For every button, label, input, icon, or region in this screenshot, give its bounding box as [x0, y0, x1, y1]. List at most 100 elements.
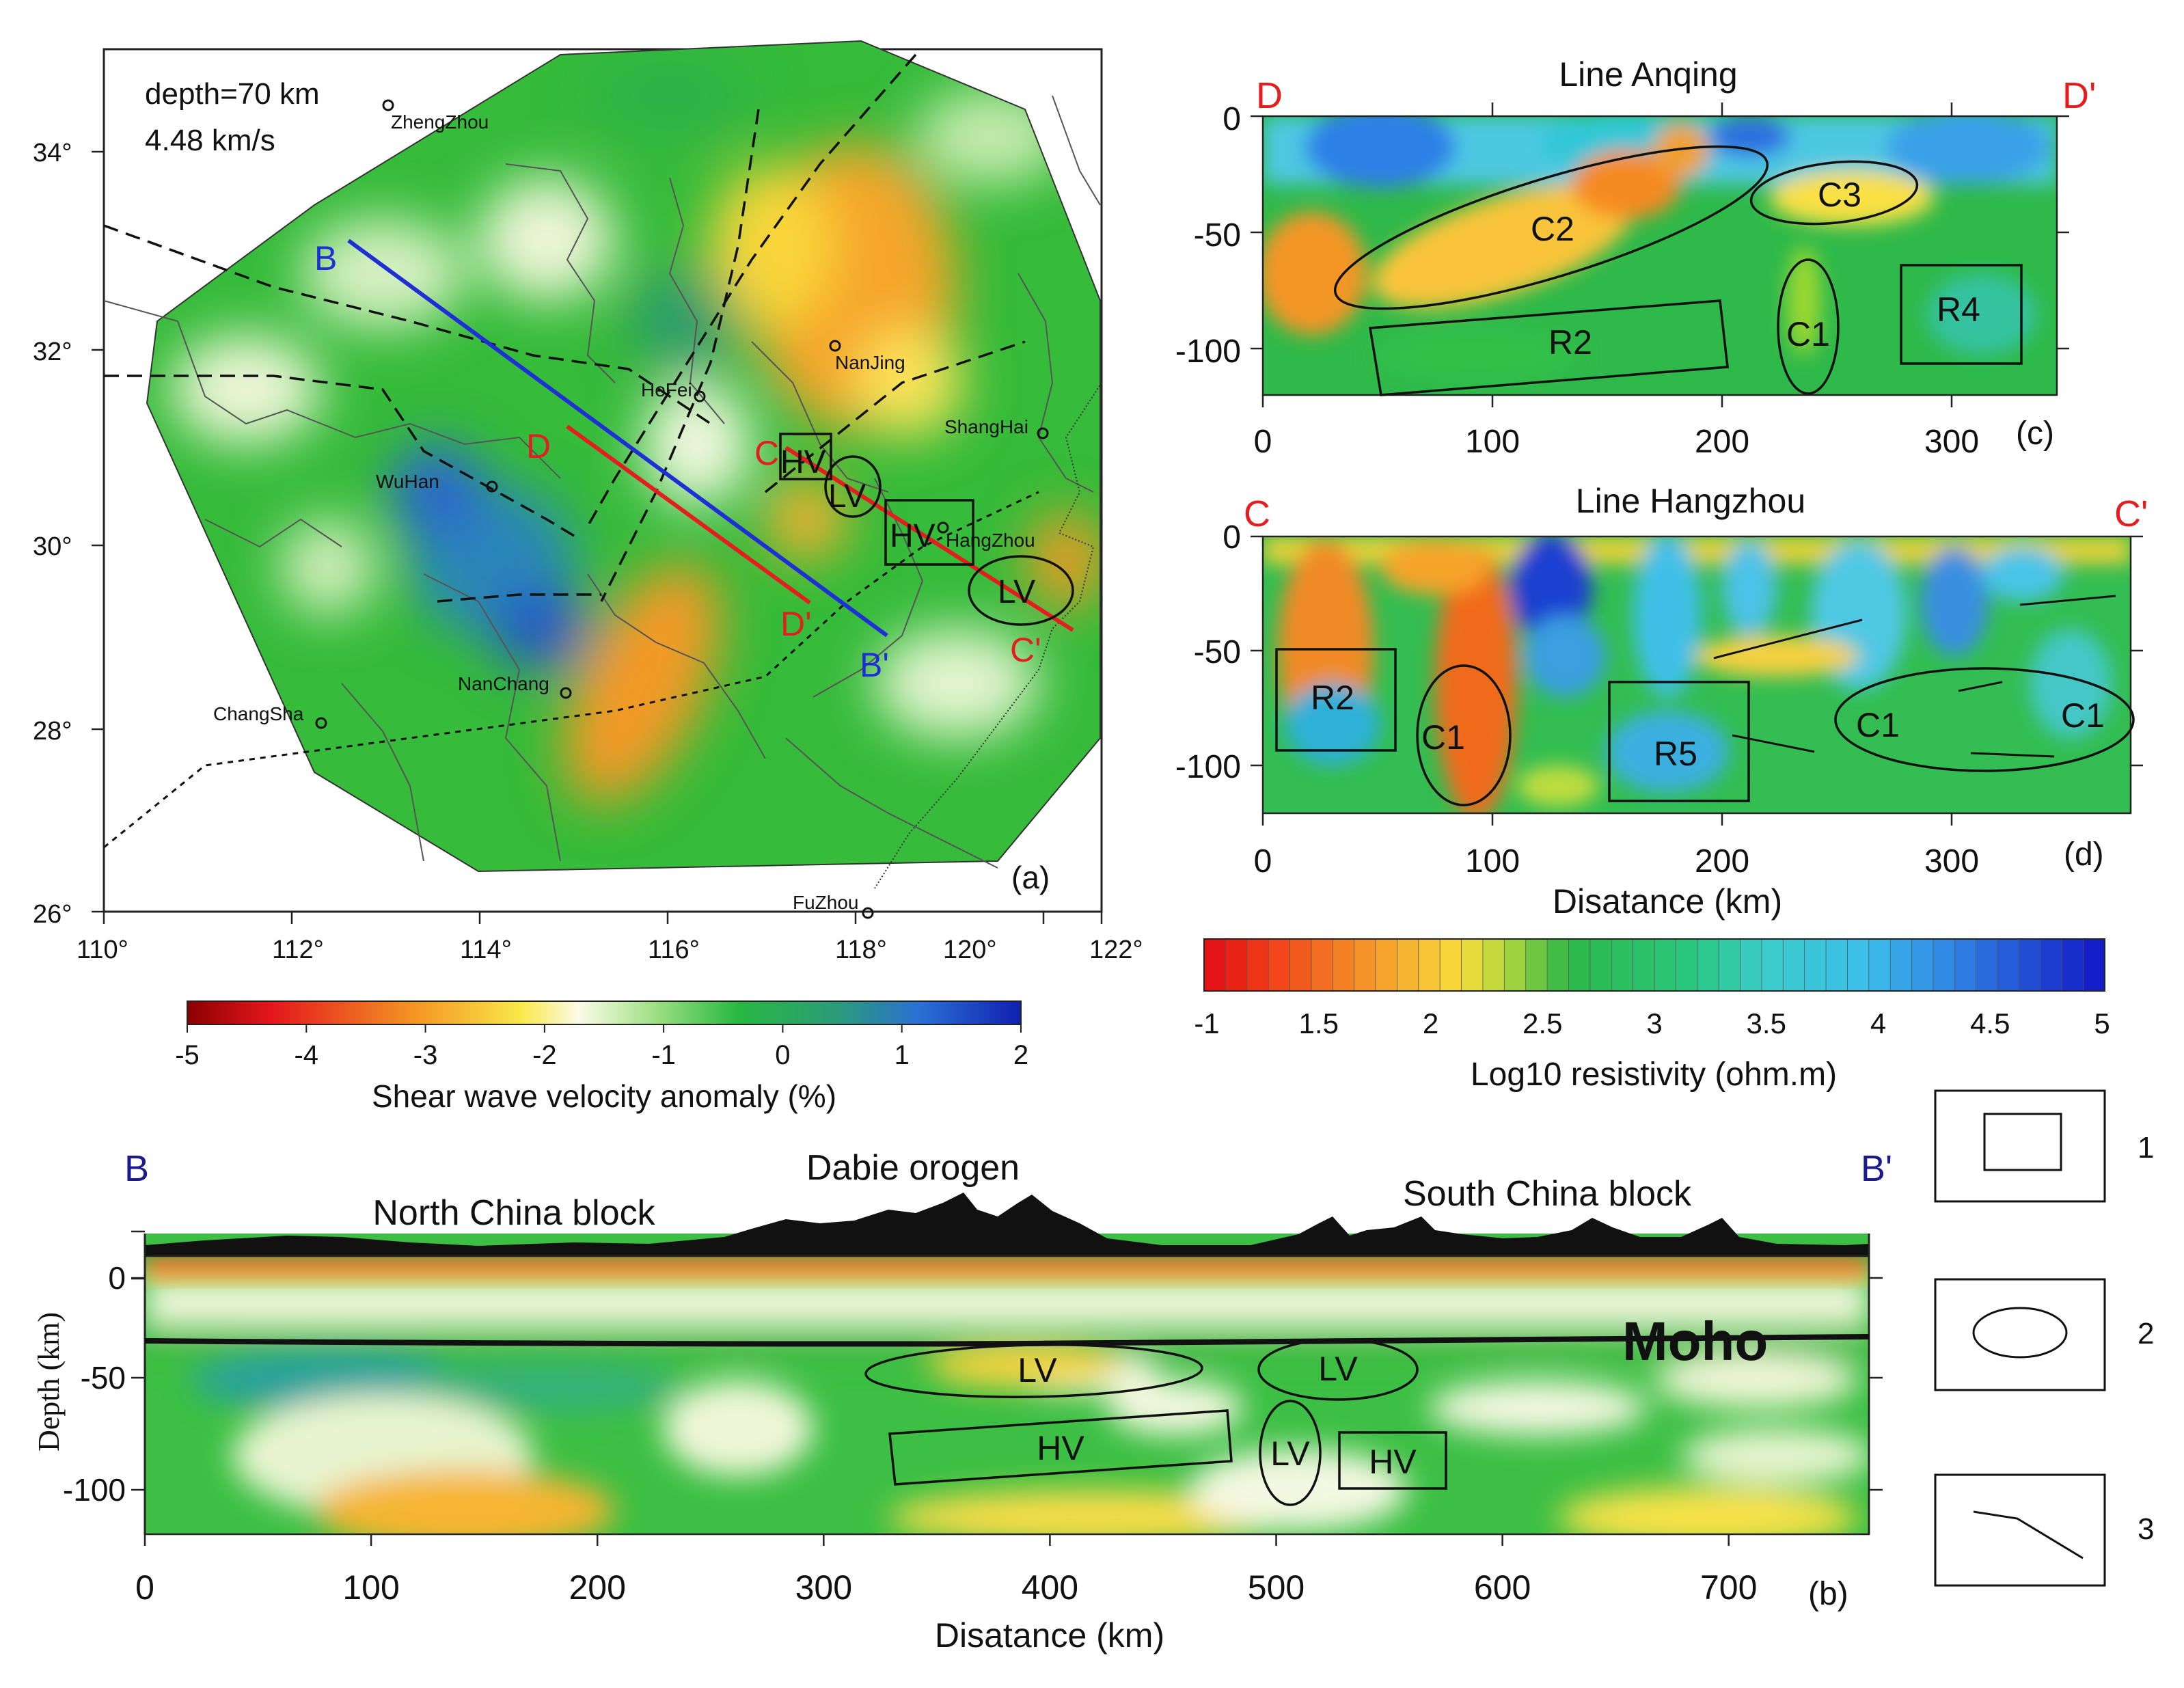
profile-line-b	[347, 239, 888, 638]
resistivity-colorbar-tick-label: 2	[1423, 1007, 1438, 1039]
hangzhou-y-tick: 0	[1223, 519, 1241, 556]
anqing-x-tick: 200	[1695, 424, 1749, 460]
moho-label: Moho	[1622, 1311, 1768, 1372]
map-anomaly-hv-1: HV	[780, 444, 826, 480]
section-end-right: B'	[1861, 1148, 1892, 1189]
section-x-tick-label: 600	[1474, 1568, 1531, 1607]
resistivity-colorbar-tick-label: 3	[1646, 1007, 1662, 1039]
region-label-dabie: Dabie orogen	[806, 1148, 1020, 1188]
resistivity-colorbar-tick-label: 3.5	[1747, 1007, 1786, 1039]
resistivity-colorbar-cell	[1439, 938, 1462, 992]
section-y-tick: 0	[108, 1260, 126, 1296]
legend-box-3	[1934, 1473, 2106, 1587]
map-lv-ellipse-1	[824, 455, 882, 518]
panel-d-hangzhou: R2 C1 R5 C1 C1 Line Hangzhou C C' 0 -50 …	[1175, 482, 2148, 921]
section-feature-lv-3	[1259, 1400, 1322, 1506]
hangzhou-x-tick: 0	[1254, 843, 1272, 880]
map-lon-tick: 122°	[1089, 936, 1143, 964]
resistivity-colorbar-cell	[1611, 938, 1634, 992]
hangzhou-label-c1-left: C1	[1856, 706, 1900, 744]
hangzhou-title: Line Hangzhou	[1576, 482, 1805, 520]
anqing-feature-r2	[1368, 299, 1729, 396]
resistivity-colorbar-cell	[1782, 938, 1805, 992]
section-label-lv-1: LV	[1018, 1351, 1057, 1389]
city-marker-hangzhou	[937, 521, 949, 534]
map-lat-tick: 26°	[33, 900, 72, 929]
section-feature-lv-1	[864, 1344, 1203, 1398]
legend-box-2	[1934, 1278, 2106, 1391]
anqing-end-left: D	[1256, 75, 1283, 116]
resistivity-colorbar-tick-label: 4	[1870, 1007, 1886, 1039]
map-anomaly-hv-2: HV	[890, 518, 936, 554]
city-label-fuzhou: FuZhou	[793, 892, 859, 913]
panel-c-anqing: C2 C3 R2 C1 R4 Line Anqing D D' 0 -50 -1…	[1175, 55, 2096, 460]
section-y-label: Depth (km)	[32, 1312, 66, 1452]
anqing-frame	[1261, 115, 2058, 396]
velocity-colorbar-tick-label: -3	[413, 1040, 438, 1070]
resistivity-colorbar-cell	[1825, 938, 1848, 992]
velocity-colorbar-tick-label: -2	[532, 1040, 557, 1070]
section-label-hv-1: HV	[1037, 1429, 1084, 1467]
anqing-label-r4: R4	[1937, 290, 1980, 329]
resistivity-colorbar-cell	[1375, 938, 1398, 992]
resistivity-colorbar-cell	[1740, 938, 1762, 992]
section-x-tick-label: 700	[1700, 1568, 1757, 1607]
velocity-colorbar-tick-label: -5	[175, 1040, 200, 1070]
region-label-north-china: North China block	[372, 1193, 655, 1233]
city-marker-nanjing	[829, 340, 841, 352]
map-hv-box-2	[884, 499, 974, 566]
resistivity-colorbar-cell	[1461, 938, 1484, 992]
city-marker-fuzhou	[862, 907, 874, 919]
anqing-feature-c3	[1749, 160, 1919, 226]
legend-label-2: 2	[2138, 1317, 2154, 1350]
panel-a-tag: (a)	[1011, 860, 1050, 895]
anqing-feature-c1	[1777, 258, 1840, 395]
city-marker-wuhan	[486, 480, 498, 493]
hangzhou-feature-c1-wide	[1834, 667, 2135, 772]
anqing-end-right: D'	[2062, 75, 2096, 116]
section-feature-hv-2	[1338, 1431, 1447, 1490]
anqing-title: Line Anqing	[1559, 55, 1737, 94]
map-label-d: D	[526, 427, 551, 465]
anqing-y-tick: 0	[1223, 101, 1241, 137]
legend-symbol-ellipse	[1972, 1307, 2068, 1359]
section-label-hv-2: HV	[1369, 1443, 1417, 1481]
resistivity-colorbar-cell	[1654, 938, 1677, 992]
dotted-boundary-line	[103, 491, 1039, 849]
hangzhou-feature-c1	[1416, 664, 1512, 806]
map-lon-tick: 116°	[648, 936, 700, 964]
map-lon-tick: 110°	[77, 936, 128, 964]
section-y-tick: -100	[63, 1472, 126, 1508]
hangzhou-y-tick: -100	[1175, 749, 1241, 785]
legend-box-1	[1934, 1089, 2106, 1203]
section-x-tick-label: 0	[135, 1568, 154, 1607]
resistivity-colorbar-cell	[1675, 938, 1698, 992]
resistivity-colorbar-cell	[1225, 938, 1248, 992]
map-lon-tick: 118°	[835, 936, 887, 964]
anqing-x-tick: 0	[1254, 424, 1272, 460]
map-lv-ellipse-2	[968, 555, 1074, 626]
section-x-tick-label: 100	[342, 1568, 399, 1607]
anqing-x-tick: 300	[1924, 424, 1979, 460]
resistivity-colorbar-cell	[1718, 938, 1741, 992]
resistivity-colorbar-cell	[1397, 938, 1419, 992]
map-depth-label: depth=70 km	[145, 77, 320, 111]
section-label-lv-3: LV	[1270, 1434, 1310, 1473]
resistivity-colorbar-cell	[1311, 938, 1334, 992]
city-marker-changsha	[315, 717, 327, 729]
legend-symbol-fault	[1973, 1510, 2084, 1560]
city-markers	[315, 99, 1049, 919]
profile-line-c	[784, 446, 1074, 632]
topography-profile	[145, 1193, 1869, 1256]
resistivity-colorbar-tick-label: 2.5	[1523, 1007, 1562, 1039]
section-x-tick-label: 300	[795, 1568, 852, 1607]
resistivity-colorbar-cell	[1268, 938, 1291, 992]
map-label-c: C	[754, 434, 779, 472]
city-label-hangzhou: HangZhou	[946, 530, 1035, 551]
resistivity-colorbar-cell	[2019, 938, 2041, 992]
resistivity-colorbar-tick-label: 4.5	[1970, 1007, 2010, 1039]
resistivity-colorbar-tick-label: 1.5	[1299, 1007, 1339, 1039]
hangzhou-x-tick: 100	[1465, 843, 1520, 880]
resistivity-colorbar-cell	[1289, 938, 1312, 992]
